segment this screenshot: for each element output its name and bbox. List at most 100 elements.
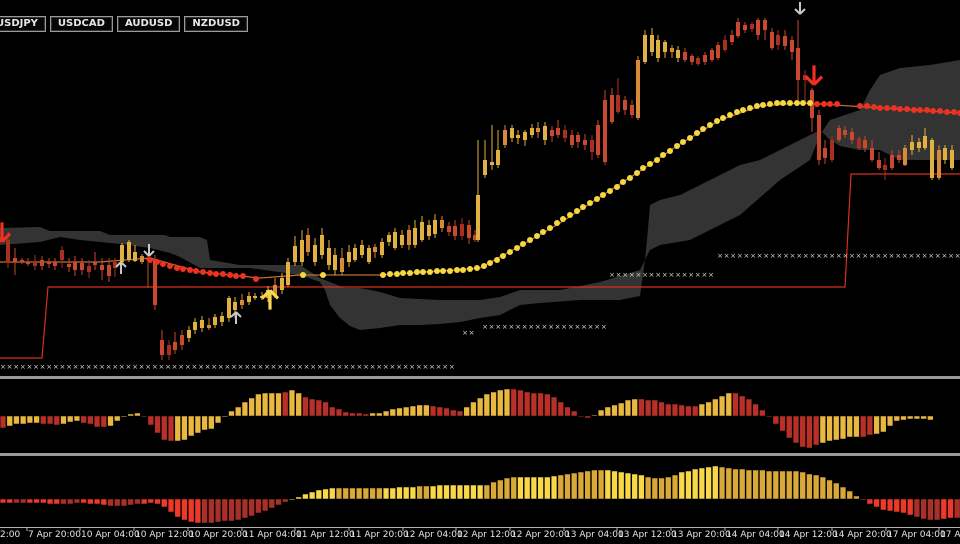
histogram-bar: [295, 392, 302, 417]
candle: [817, 110, 821, 165]
histogram-bar: [618, 402, 625, 417]
histogram-bar: [470, 401, 477, 417]
cross-marker: ×: [244, 363, 250, 371]
candle: [743, 22, 747, 33]
cross-marker: ×: [20, 363, 26, 371]
histogram-bar: [174, 415, 181, 442]
candle: [340, 248, 344, 275]
histogram-bar: [235, 498, 242, 521]
signal-dot: [240, 273, 246, 279]
histogram-bar: [322, 488, 329, 500]
histogram-bar: [510, 388, 517, 417]
cross-marker: ×: [803, 252, 809, 260]
cross-marker: ×: [528, 323, 534, 331]
cross-marker: ×: [33, 363, 39, 371]
histogram-bar: [651, 477, 658, 500]
cross-marker: ×: [218, 363, 224, 371]
signal-dot: [957, 110, 960, 116]
symbol-button-nzdusd[interactable]: NZDUSD: [184, 16, 248, 32]
candle: [20, 258, 24, 264]
cross-marker: ×: [809, 252, 815, 260]
histogram-bar: [927, 498, 934, 521]
cross-marker: ×: [717, 252, 723, 260]
histogram-bar: [194, 498, 202, 524]
histogram-bar: [214, 415, 222, 424]
candle: [676, 46, 680, 62]
cross-marker: ×: [482, 323, 488, 331]
candle: [87, 260, 91, 278]
signal-dot: [400, 270, 406, 276]
histogram-bar: [40, 498, 47, 504]
candle: [280, 273, 284, 294]
histogram-bar: [161, 498, 168, 508]
histogram-bar: [228, 498, 235, 522]
histogram-bar: [739, 468, 746, 500]
histogram-bar: [860, 415, 867, 438]
candle: [716, 42, 720, 60]
histogram-bar: [853, 495, 860, 500]
histogram-bar: [759, 469, 766, 500]
histogram-bar: [524, 391, 531, 417]
symbol-button-audusd[interactable]: AUDUSD: [116, 16, 181, 32]
candle: [776, 30, 780, 50]
cross-marker: ×: [489, 323, 495, 331]
panel-separator-1[interactable]: [0, 376, 960, 379]
histogram-bar: [530, 392, 538, 417]
cross-marker: ×: [502, 323, 508, 331]
histogram-bar: [221, 498, 228, 522]
signal-dot: [213, 271, 219, 277]
candle: [427, 220, 431, 240]
cross-marker: ×: [79, 363, 85, 371]
histogram-bar: [718, 395, 726, 417]
candle: [903, 145, 907, 166]
histogram-bar: [134, 412, 141, 417]
histogram-bar: [228, 410, 235, 417]
histogram-bar: [181, 498, 188, 521]
histogram-bar: [80, 498, 87, 504]
histogram-bar: [93, 415, 101, 428]
histogram-bar: [557, 401, 564, 417]
signal-dot: [487, 260, 493, 266]
cross-marker: ×: [708, 271, 714, 279]
histogram-bar: [900, 415, 907, 421]
histogram-bar: [765, 415, 773, 418]
histogram-bar: [261, 392, 269, 417]
symbol-button-usdjpy[interactable]: USDJPY: [0, 16, 46, 32]
candle: [53, 258, 57, 270]
histogram-bar: [893, 415, 900, 422]
histogram-bar: [644, 399, 652, 417]
signal-dot: [760, 102, 766, 108]
signal-dot: [200, 269, 206, 275]
histogram-bar: [423, 485, 430, 500]
candle: [710, 48, 714, 62]
histogram-bar: [349, 412, 356, 417]
histogram-bar: [443, 407, 450, 417]
signal-dot: [911, 107, 917, 113]
cross-marker: ×: [40, 363, 46, 371]
cross-marker: ×: [935, 252, 941, 260]
signal-dot: [700, 126, 706, 132]
candle: [453, 220, 457, 240]
histogram-bar: [429, 405, 437, 417]
signal-dot: [634, 170, 640, 176]
candle: [756, 18, 760, 40]
histogram-bar: [779, 470, 786, 500]
cross-marker: ×: [416, 363, 422, 371]
symbol-button-usdcad[interactable]: USDCAD: [49, 16, 113, 32]
symbol-switcher: USDJPY USDCAD AUDUSD NZDUSD: [0, 16, 248, 32]
time-axis-label: 12 Apr 20:00: [511, 530, 570, 540]
histogram-bar: [288, 498, 296, 501]
histogram-bar: [241, 401, 249, 417]
histogram-bar: [329, 487, 336, 500]
cross-marker: ×: [763, 252, 769, 260]
cross-marker: ×: [915, 252, 921, 260]
histogram-bar: [631, 473, 638, 500]
histogram-bar: [732, 392, 739, 417]
candle: [603, 90, 607, 165]
candle: [503, 125, 507, 148]
histogram-bar: [40, 415, 47, 425]
panel-separator-2[interactable]: [0, 453, 960, 456]
cross-marker: ×: [495, 323, 501, 331]
cross-marker: ×: [139, 363, 145, 371]
